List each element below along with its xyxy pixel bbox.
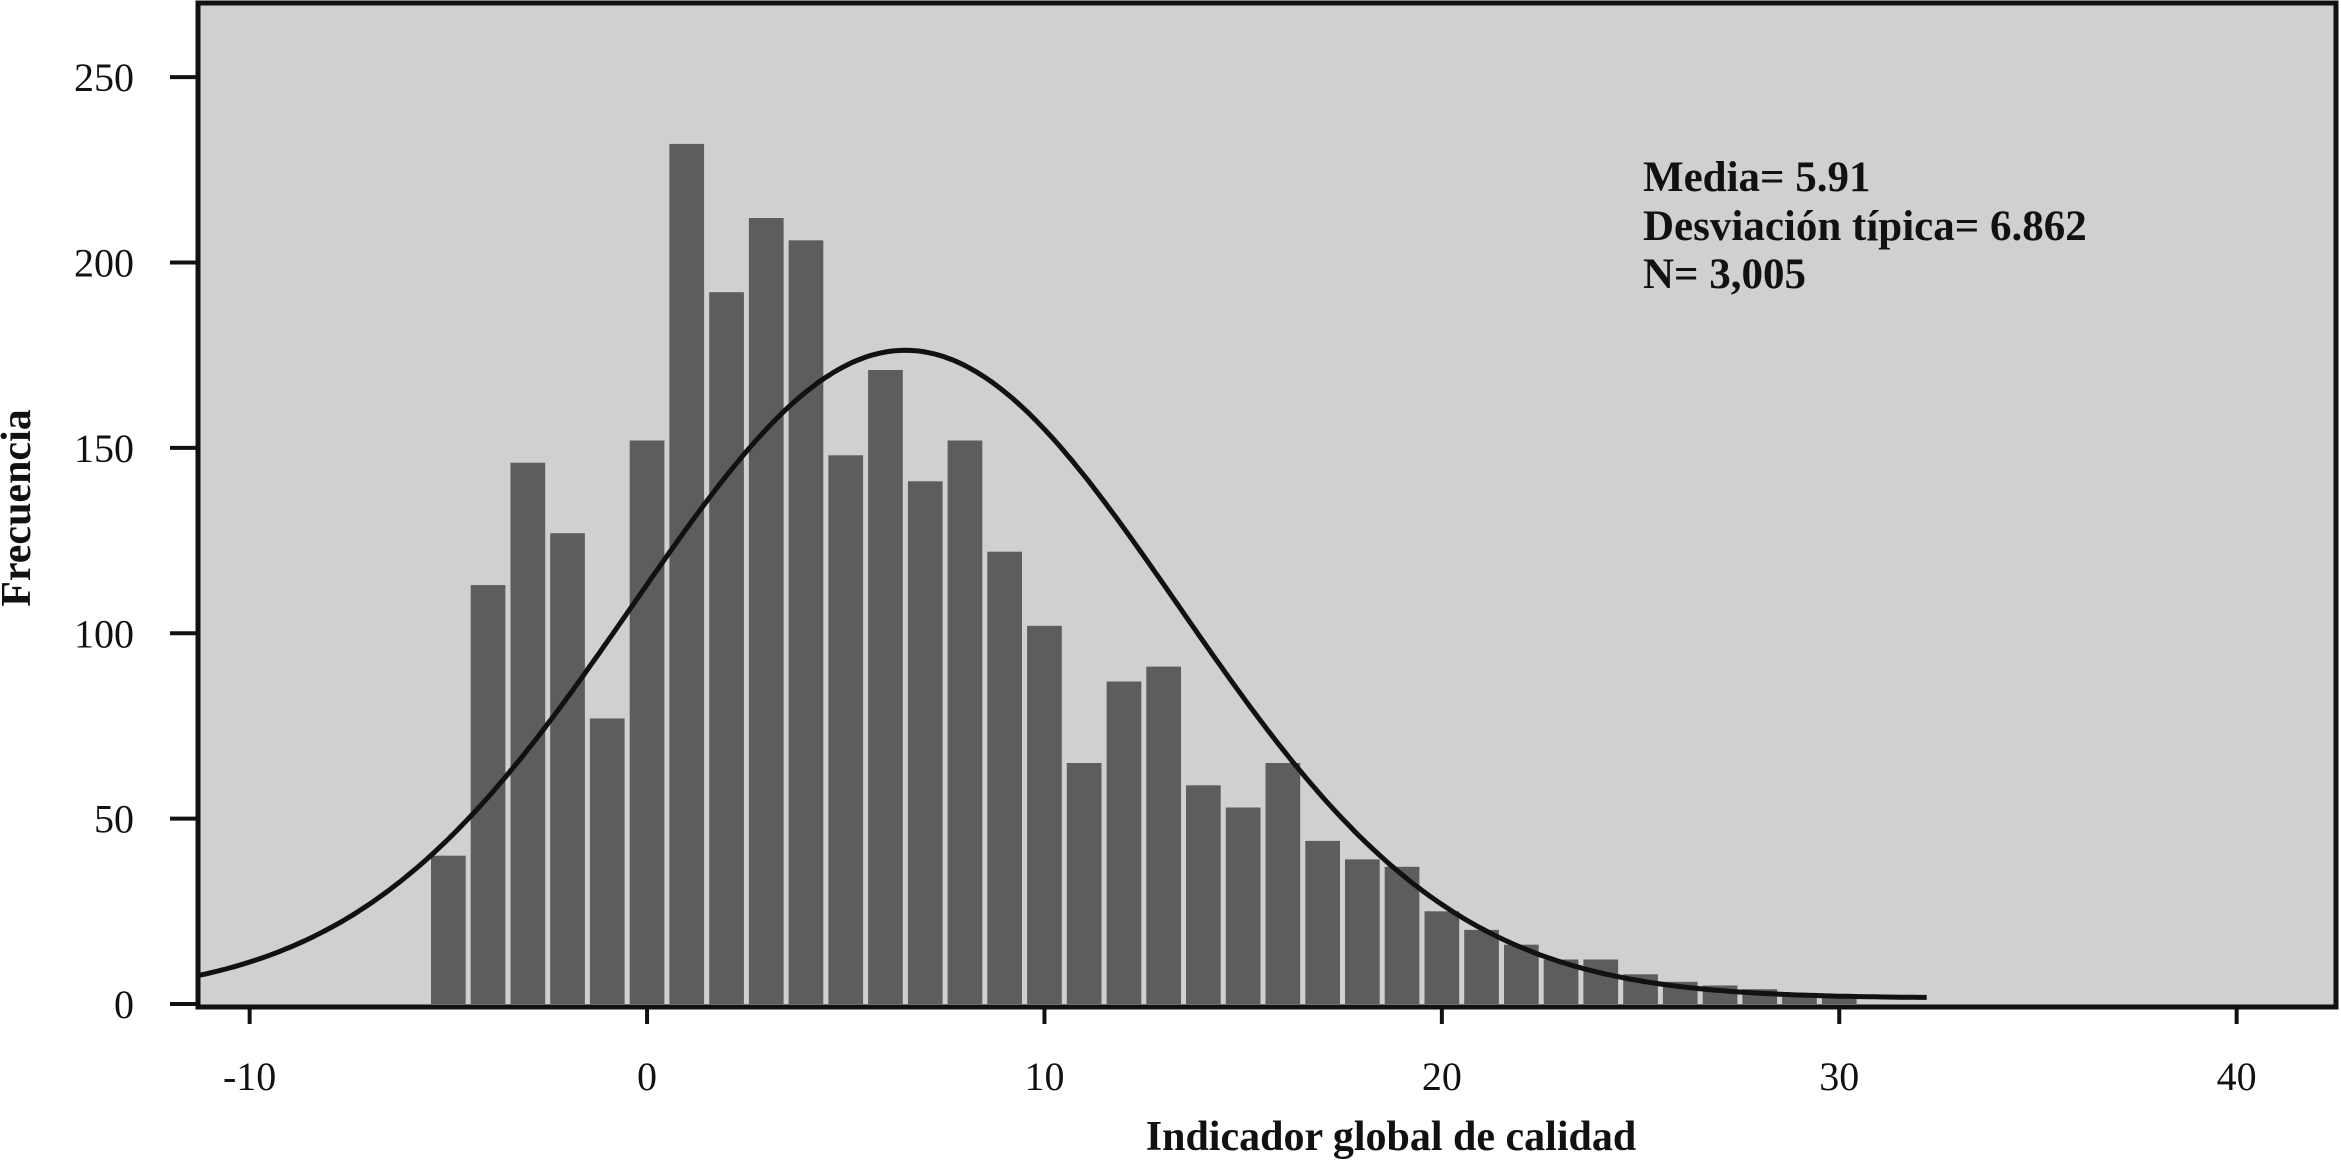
histogram-bar [1305,840,1340,1004]
histogram-bar [1782,992,1817,1004]
histogram-bar [907,481,943,1004]
histogram-bar [1265,763,1301,1004]
histogram-bar [709,292,744,1004]
histogram-bar [1384,866,1420,1004]
histogram-bar [868,370,903,1004]
histogram-bar [1225,807,1261,1004]
y-tick-label: 100 [74,611,134,656]
stats-annotation: Media= 5.91 Desviación típica= 6.862 N= … [1643,154,2087,298]
x-tick-label: 30 [1819,1054,1859,1099]
histogram-bar [1424,911,1460,1004]
histogram-bar [669,143,705,1004]
x-tick-label: -10 [223,1054,276,1099]
histogram-bar [1146,666,1181,1004]
histogram-bar [550,533,585,1004]
y-tick-label: 250 [74,55,134,100]
y-tick-label: 200 [74,241,134,286]
histogram-bar [748,218,784,1004]
x-tick-label: 0 [637,1054,657,1099]
x-tick-label: 40 [2217,1054,2257,1099]
histogram-bar [1821,996,1857,1004]
x-tick-label: 20 [1422,1054,1462,1099]
stats-mean: Media= 5.91 [1643,154,1871,201]
histogram-bar [431,855,466,1004]
histogram-bar [1027,625,1062,1004]
histogram-bar [788,240,824,1005]
stats-n: N= 3,005 [1643,251,1806,298]
histogram-bar [629,440,665,1004]
histogram-bar [947,440,983,1004]
x-tick-label: 10 [1024,1054,1064,1099]
bars-group [431,143,1857,1005]
histogram-bar [1186,785,1221,1004]
histogram-bar [1106,681,1142,1004]
normal-curve [197,347,1927,1000]
y-tick-label: 0 [114,982,134,1027]
y-axis: 0 50 100 150 200 250 [74,55,198,1027]
histogram-bar [1066,763,1102,1004]
histogram-bar [828,455,864,1004]
histogram-bar [1345,859,1380,1004]
y-axis-title: Frecuencia [0,409,40,607]
histogram-bar [1583,959,1619,1004]
y-tick-label: 150 [74,426,134,471]
x-axis-title: Indicador global de calidad [1146,1114,1637,1160]
histogram-bar [1464,929,1499,1004]
histogram-bar [589,718,625,1004]
y-tick-label: 50 [94,797,134,842]
histogram-bar [987,551,1022,1004]
x-axis: -10 0 10 20 30 40 [223,1007,2257,1099]
stats-sd: Desviación típica= 6.862 [1643,203,2087,250]
